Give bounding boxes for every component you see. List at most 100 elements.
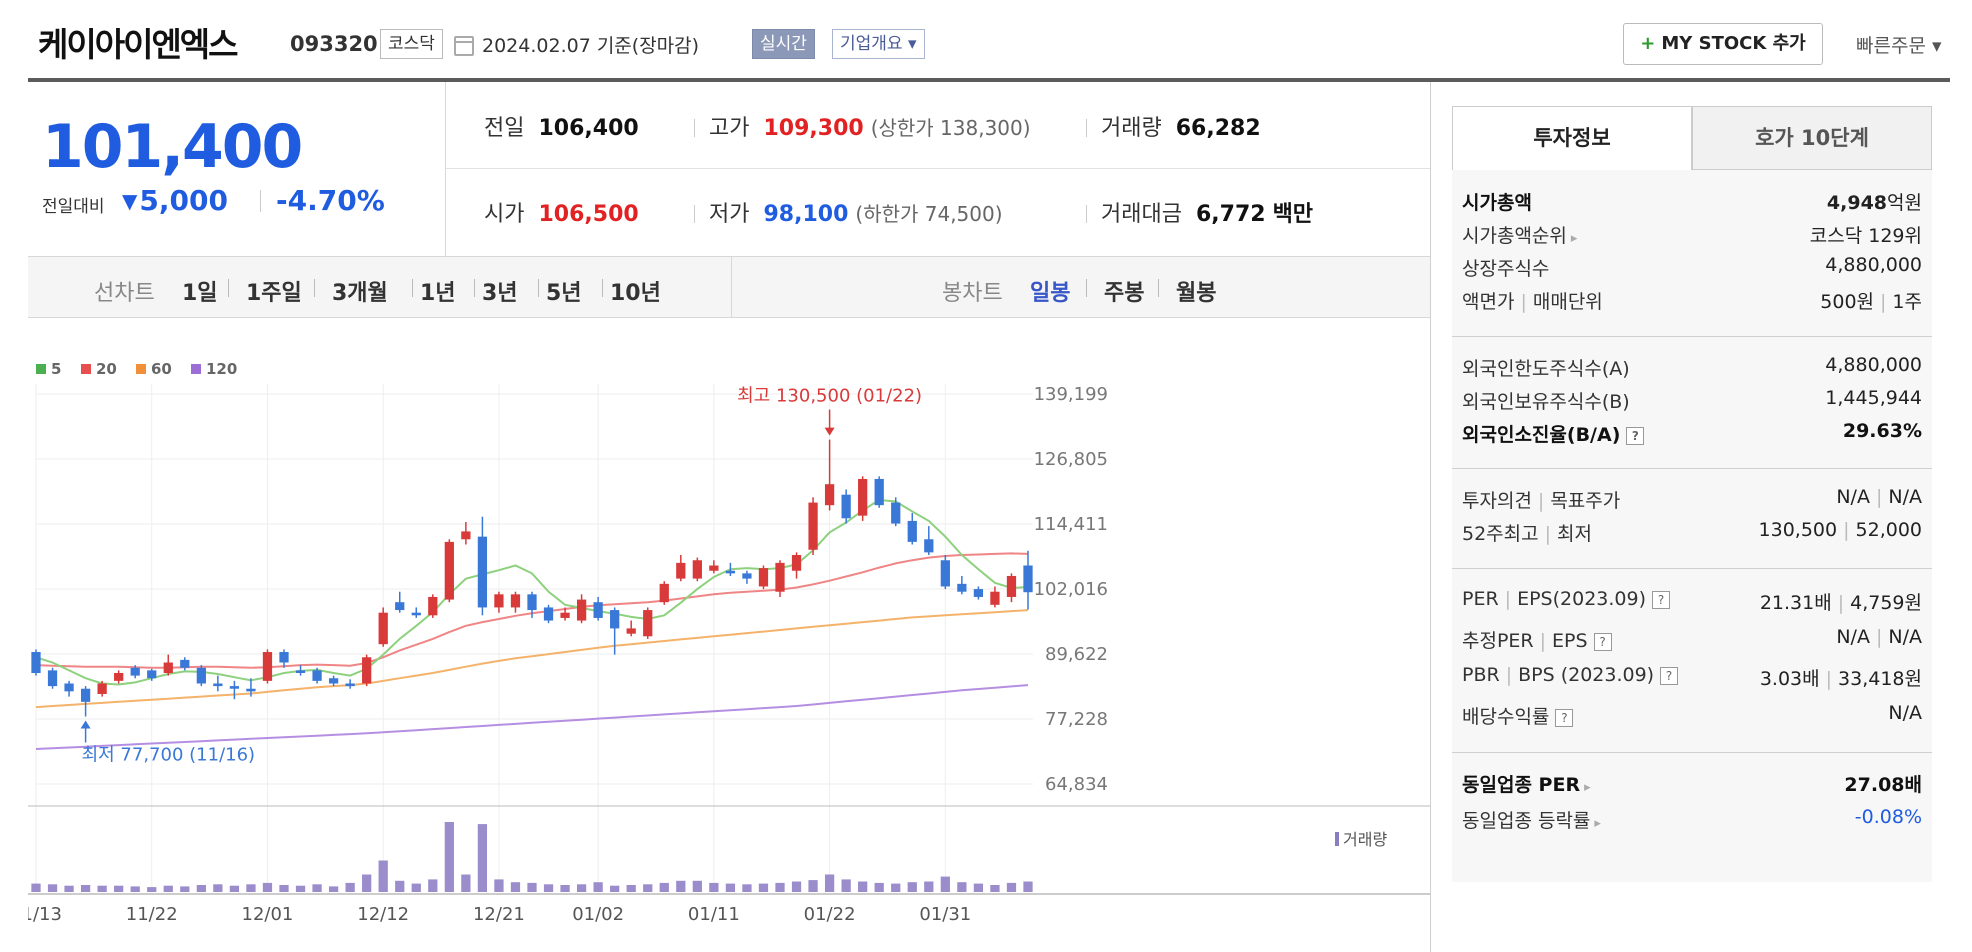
volume-bar — [279, 885, 289, 892]
row-label: 동일업종 등락률 ▸ — [1462, 806, 1601, 833]
candle-body — [725, 570, 736, 574]
divider — [731, 257, 732, 317]
row-label: 투자의견 | 목표주가 — [1462, 486, 1620, 513]
volume-bar — [378, 860, 388, 892]
candle-weekly[interactable]: 주봉 — [1104, 281, 1145, 306]
plus-icon: + — [1640, 33, 1656, 54]
divider — [1452, 336, 1932, 337]
candle-body — [692, 560, 702, 579]
period-5y[interactable]: 5년 — [546, 281, 582, 306]
par-value-row: 액면가 | 매매단위 500원 | 1주 — [1462, 287, 1922, 317]
add-my-stock-label: MY STOCK 추가 — [1661, 33, 1806, 54]
quote-grid: 전일 106,400 고가 109,300 (상한가 138,300) 거래량 66,… — [446, 82, 1430, 256]
help-icon[interactable]: ? — [1555, 709, 1574, 727]
divider: | — [1539, 630, 1547, 652]
volume-bar — [477, 824, 488, 892]
company-overview-button[interactable]: 기업개요 ▾ — [832, 29, 925, 59]
y-tick-label: 89,622 — [1045, 644, 1108, 665]
candle-body — [543, 607, 554, 621]
quote-label: 거래대금 — [1101, 202, 1182, 227]
dividend-row: 배당수익률? N/A — [1462, 702, 1922, 732]
volume-label: 거래량 — [1343, 830, 1387, 849]
lower-limit: (하한가 74,500) — [855, 202, 1003, 226]
legend-swatch — [136, 364, 146, 374]
per-row: PER | EPS(2023.09)? 21.31배 | 4,759원 — [1462, 588, 1922, 618]
legend-label: 5 — [51, 360, 61, 378]
volume-bar — [957, 882, 967, 892]
volume-bar — [395, 880, 405, 892]
chart-period-bar: 선차트 1일 1주일 3개월 1년 3년 5년 10년 봉차트 일봉 주봉 월봉 — [28, 256, 1430, 318]
period-1w[interactable]: 1주일 — [246, 281, 302, 306]
volume-bar — [461, 874, 471, 892]
y-tick-label: 64,834 — [1045, 774, 1108, 795]
divider — [260, 190, 261, 212]
quick-order-button[interactable]: 빠른주문 ▾ — [1856, 35, 1942, 57]
add-my-stock-button[interactable]: + MY STOCK 추가 — [1623, 23, 1823, 65]
est-per-row: 추정PER | EPS? N/A | N/A — [1462, 626, 1922, 656]
current-price: 101,400 — [42, 112, 303, 182]
tab-orderbook-10[interactable]: 호가 10단계 — [1692, 106, 1932, 170]
row-label-text: BPS (2023.09) — [1518, 664, 1655, 686]
period-1d[interactable]: 1일 — [182, 281, 218, 306]
quote-label: 고가 — [709, 116, 750, 141]
industry-change-row[interactable]: 동일업종 등락률 ▸ -0.08% — [1462, 806, 1922, 836]
period-3m[interactable]: 3개월 — [332, 281, 388, 306]
par-value: 500원 — [1820, 291, 1875, 313]
row-label-text: 투자의견 — [1462, 490, 1532, 512]
period-10y[interactable]: 10년 — [610, 281, 661, 306]
row-value: 4,880,000 — [1825, 254, 1922, 276]
divider: | — [1520, 291, 1527, 313]
candle-monthly[interactable]: 월봉 — [1176, 281, 1217, 306]
volume-bar — [643, 884, 653, 892]
legend-swatch — [36, 364, 46, 374]
industry-per-row[interactable]: 동일업종 PER ▸ 27.08배 — [1462, 770, 1922, 800]
row-label: PBR | BPS (2023.09)? — [1462, 664, 1679, 686]
volume-bar — [47, 884, 58, 892]
market-cap-rank-row[interactable]: 시가총액순위 ▸ 코스닥 129위 — [1462, 221, 1922, 251]
bps-value: 33,418원 — [1838, 668, 1922, 690]
quote-value: 106,400 — [538, 116, 639, 141]
divider — [1086, 205, 1087, 223]
candle-body — [494, 594, 504, 608]
chevron-right-icon: ▸ — [1594, 816, 1601, 831]
divider: | — [1505, 664, 1513, 686]
help-icon[interactable]: ? — [1652, 591, 1670, 609]
row-label: 배당수익률? — [1462, 702, 1574, 729]
help-icon[interactable]: ? — [1593, 633, 1612, 651]
candlestick-chart[interactable]: 5 20 60 120 139,199 126,805 114,411 102,016 89,6… — [28, 318, 1430, 952]
divider — [1452, 752, 1932, 753]
volume-bar — [990, 885, 1000, 892]
row-label-text: 52주최고 — [1462, 523, 1539, 545]
info-body: 시가총액 4,948억원 시가총액순위 ▸ 코스닥 129위 상장주식수 4,880,0… — [1452, 170, 1932, 882]
row-label-text: EPS(2023.09) — [1517, 588, 1646, 610]
candle-body — [114, 672, 124, 681]
divider — [602, 279, 603, 297]
divider — [228, 279, 229, 297]
row-label: 추정PER | EPS? — [1462, 626, 1612, 653]
market-cap-row: 시가총액 4,948억원 — [1462, 188, 1922, 218]
candle-body — [97, 683, 107, 694]
quote-label: 전일 — [484, 116, 525, 141]
candle-body — [824, 484, 835, 506]
candle-body — [791, 554, 802, 571]
help-icon[interactable]: ? — [1626, 427, 1645, 445]
realtime-button[interactable]: 실시간 — [752, 29, 815, 59]
help-icon[interactable]: ? — [1660, 667, 1679, 685]
candle-body — [659, 583, 669, 603]
divider — [538, 279, 539, 297]
volume-bar — [841, 879, 851, 892]
volume-bar — [924, 881, 934, 892]
y-tick-label: 126,805 — [1034, 449, 1108, 470]
candle-daily[interactable]: 일봉 — [1030, 281, 1071, 306]
tab-investment-info[interactable]: 투자정보 — [1452, 106, 1692, 170]
row-label-text: 외국인소진율(B/A) — [1462, 424, 1621, 446]
divider — [1086, 119, 1087, 137]
divider: | — [1843, 519, 1850, 541]
row-value: 130,500 | 52,000 — [1759, 519, 1922, 541]
row-label-text: PBR — [1462, 664, 1500, 686]
divider: | — [1544, 523, 1552, 545]
candle-body — [130, 667, 140, 676]
period-3y[interactable]: 3년 — [482, 281, 518, 306]
period-1y[interactable]: 1년 — [420, 281, 456, 306]
divider — [412, 279, 413, 297]
